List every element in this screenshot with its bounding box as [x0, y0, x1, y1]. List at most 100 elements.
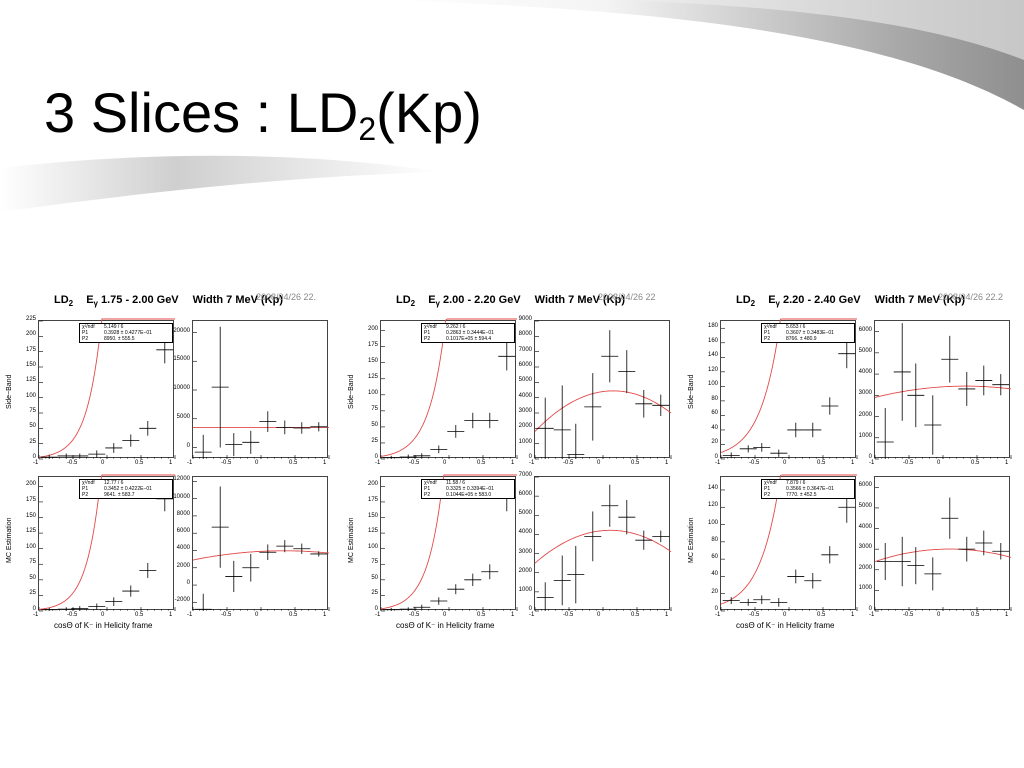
- slice-figure-3: LD2 Eγ 2.20 - 2.40 GeV Width 7 MeV (Kp) 200…: [686, 288, 1018, 638]
- y-tick-label: 1000: [858, 585, 872, 592]
- stats-row: χ²/ndf 7.879 / 6: [764, 480, 852, 486]
- stats-row: P2 8766. ± 480.9: [764, 336, 852, 342]
- stats-row: P1 0.3928 ± 0.4277E−01: [82, 330, 170, 336]
- x-tick-label: -0.5: [221, 612, 232, 618]
- y-tick-label: 120: [707, 366, 718, 373]
- x-tick-label: 0: [937, 460, 941, 466]
- x-tick-label: 0.5: [135, 612, 144, 618]
- data-point: [601, 484, 619, 527]
- top-swoosh-highlight: [600, 0, 1024, 60]
- fit-curve: [534, 529, 672, 564]
- stats-row: P1 0.3566 ± 0.3647E−01: [764, 486, 852, 492]
- x-tick-label: -0.5: [221, 460, 232, 466]
- plot-svg: [874, 323, 1012, 460]
- x-tick-label: 0: [255, 612, 259, 618]
- data-point: [481, 412, 499, 429]
- y-tick-label: 0: [528, 454, 532, 460]
- x-tick-label: 0: [443, 612, 447, 618]
- data-point: [105, 443, 123, 453]
- data-point: [821, 546, 839, 564]
- x-tick-label: 0.5: [477, 460, 486, 466]
- y-tick-label: 10000: [173, 385, 190, 391]
- y-tick-label: 180: [707, 323, 718, 330]
- date-stamp: 2008/04/26 22: [598, 292, 656, 302]
- y-tick-label: 0: [374, 606, 378, 612]
- y-tick-label: 200: [367, 481, 378, 488]
- y-tick-label: 4000: [858, 523, 872, 530]
- data-point: [71, 453, 89, 459]
- y-tick-label: 1000: [858, 432, 872, 439]
- data-point: [399, 607, 417, 611]
- y-axis-label: MC Estimation: [348, 517, 355, 563]
- header-ld-sub: 2: [750, 299, 756, 309]
- x-tick-label: -0.5: [409, 612, 420, 618]
- stats-key: P2: [764, 492, 771, 498]
- header-width: Width 7 MeV (Kp): [192, 294, 283, 306]
- y-tick-label: 25: [29, 438, 36, 445]
- data-point: [770, 449, 788, 457]
- y-tick-label: 7000: [518, 472, 532, 478]
- data-point: [601, 330, 619, 383]
- fit-stats-box: χ²/ndf 9.262 / 6 P1 0.2863 ± 0.3444E−01 P2 0.…: [421, 323, 515, 343]
- header-ld: LD: [54, 294, 69, 306]
- stats-value: 0.3566 ± 0.3647E−01: [786, 486, 834, 492]
- fit-stats-box: χ²/ndf 12.77 / 6 P1 0.3452 ± 0.4222E−01 P2 96…: [79, 479, 173, 499]
- data-point: [584, 511, 602, 562]
- plot-panel-1: χ²/ndf 9.262 / 6 P1 0.2863 ± 0.3444E−01 P2 0.…: [380, 318, 518, 460]
- x-tick-label: 0: [937, 612, 941, 618]
- y-tick-label: 200: [367, 325, 378, 332]
- data-point: [293, 543, 311, 554]
- plot-svg: [874, 487, 1012, 612]
- data-point: [57, 607, 75, 611]
- data-point: [907, 363, 925, 428]
- x-tick-label: 0.5: [631, 460, 640, 466]
- x-tick-label: 0.5: [817, 612, 826, 618]
- y-tick-label: 225: [25, 316, 36, 322]
- x-tick-label: -0.5: [67, 612, 78, 618]
- data-point: [787, 569, 805, 584]
- x-tick-label: -0.5: [903, 612, 914, 618]
- plot-svg: [720, 474, 858, 612]
- plot-panel-1: χ²/ndf 5.653 / 6 P1 0.3607 ± 0.3483E−01 P2 87…: [720, 318, 858, 460]
- x-tick-label: -1: [33, 460, 39, 466]
- x-tick-label: 1: [665, 612, 669, 618]
- y-tick-label: 5000: [518, 377, 532, 384]
- header-egamma-sub: γ: [93, 299, 98, 309]
- data-point: [536, 582, 554, 611]
- data-point: [770, 598, 788, 607]
- fit-curve: [720, 474, 857, 605]
- data-point: [413, 604, 431, 610]
- y-tick-label: 8000: [518, 331, 532, 338]
- data-point: [804, 572, 822, 589]
- top-swoosh: [380, 0, 1024, 110]
- y-tick-label: 75: [371, 405, 378, 412]
- y-tick-label: 1000: [518, 586, 532, 593]
- y-tick-label: 175: [367, 341, 378, 348]
- y-tick-label: 6000: [176, 528, 190, 535]
- x-tick-label: 0.5: [971, 612, 980, 618]
- header-ld-sub: 2: [68, 299, 74, 309]
- y-tick-label: 50: [371, 574, 378, 581]
- x-tick-label: 0.5: [289, 612, 298, 618]
- stats-value: 5.149 / 6: [104, 324, 124, 330]
- data-point: [722, 597, 740, 605]
- y-tick-label: 200: [25, 331, 36, 338]
- x-tick-label: -1: [33, 612, 39, 618]
- data-point: [992, 374, 1010, 396]
- stats-row: P2 0.1017E+05 ± 594.4: [424, 336, 512, 342]
- data-point: [105, 597, 123, 607]
- figure-header: LD2 Eγ 2.00 - 2.20 GeV Width 7 MeV (Kp): [396, 294, 625, 310]
- data-point: [139, 563, 157, 578]
- y-tick-label: 120: [707, 502, 718, 509]
- stats-key: P2: [424, 492, 431, 498]
- data-point: [635, 390, 653, 418]
- x-tick-label: 0.5: [477, 612, 486, 618]
- header-energy-range: 2.00 - 2.20 GeV: [442, 294, 521, 306]
- y-tick-label: 2000: [518, 423, 532, 430]
- x-axis-label: cosΘ of K⁻ in Helicity frame: [396, 621, 495, 630]
- y-tick-label: 0: [186, 442, 190, 449]
- data-point: [40, 454, 58, 459]
- stats-value: 7770. ± 452.5: [786, 492, 817, 498]
- y-tick-label: 0: [186, 580, 190, 587]
- y-axis-label: MC Estimation: [688, 517, 695, 563]
